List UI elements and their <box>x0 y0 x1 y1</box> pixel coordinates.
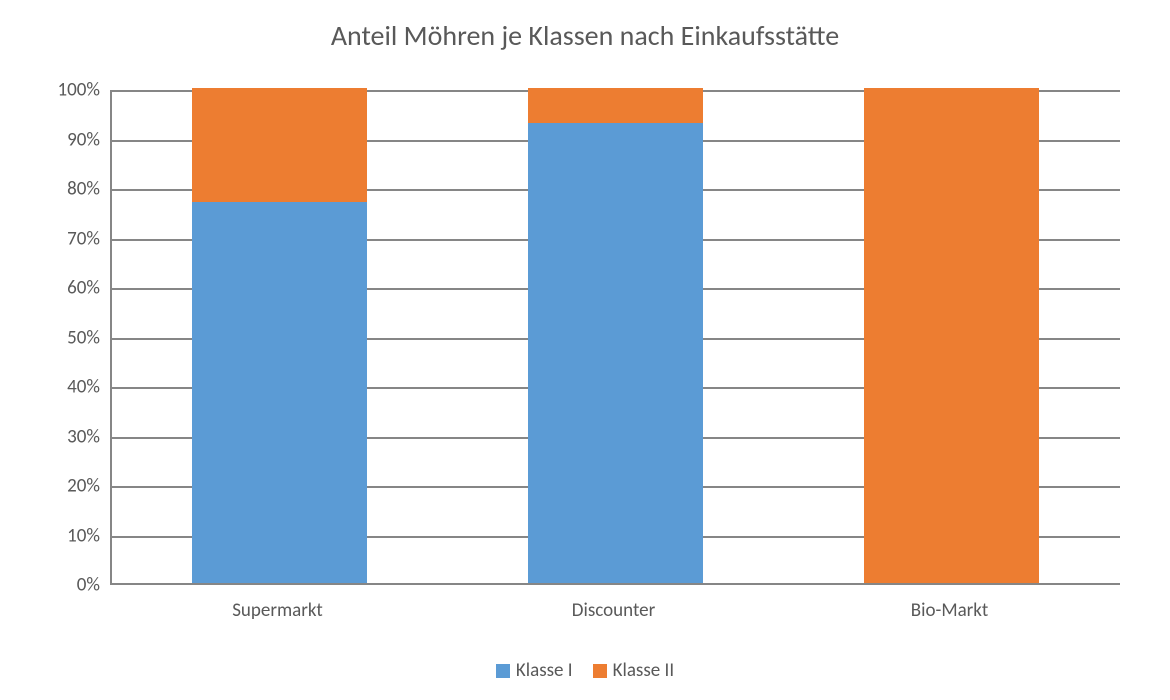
bar-segment <box>528 88 703 123</box>
chart-frame: Anteil Möhren je Klassen nach Einkaufsst… <box>0 0 1170 700</box>
y-tick-label: 10% <box>40 524 100 547</box>
bar-segment <box>864 88 1039 583</box>
y-tick-label: 0% <box>40 574 100 597</box>
bar-segment <box>192 88 367 202</box>
legend-item: Klasse II <box>593 659 675 682</box>
y-tick-label: 50% <box>40 326 100 349</box>
x-tick-label: Discounter <box>572 599 655 622</box>
y-tick-label: 60% <box>40 277 100 300</box>
legend-swatch <box>496 664 510 678</box>
y-tick-label: 30% <box>40 425 100 448</box>
y-tick-label: 70% <box>40 227 100 250</box>
chart-title: Anteil Möhren je Klassen nach Einkaufsst… <box>0 18 1170 53</box>
bar-segment <box>192 202 367 583</box>
y-tick-label: 20% <box>40 475 100 498</box>
legend-item: Klasse I <box>496 659 573 682</box>
legend-label: Klasse I <box>516 659 573 682</box>
bar-group <box>528 88 703 583</box>
legend-swatch <box>593 664 607 678</box>
x-tick-label: Supermarkt <box>232 599 323 622</box>
y-tick-label: 80% <box>40 178 100 201</box>
legend-label: Klasse II <box>613 659 675 682</box>
bar-group <box>192 88 367 583</box>
y-tick-label: 40% <box>40 376 100 399</box>
x-tick-label: Bio-Markt <box>911 599 988 622</box>
y-tick-label: 90% <box>40 128 100 151</box>
bar-group <box>864 88 1039 583</box>
plot-area <box>110 90 1120 585</box>
y-tick-label: 100% <box>40 79 100 102</box>
bar-segment <box>528 123 703 583</box>
legend: Klasse I Klasse II <box>0 659 1170 682</box>
